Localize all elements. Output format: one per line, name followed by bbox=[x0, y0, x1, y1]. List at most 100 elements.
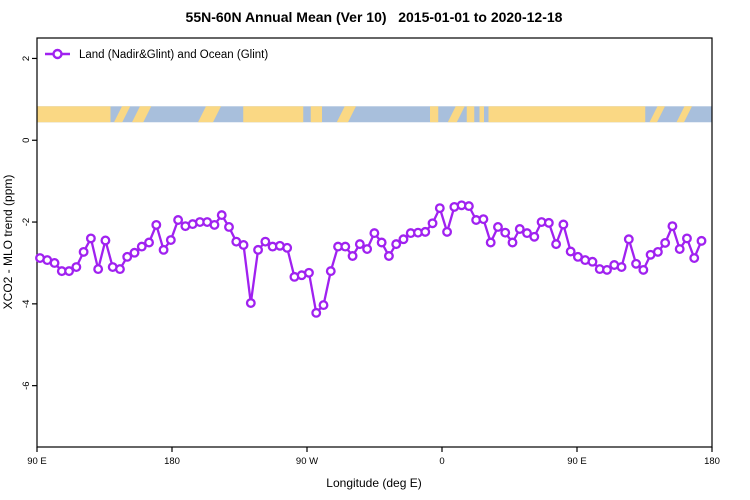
data-point bbox=[682, 233, 692, 244]
series-line bbox=[39, 204, 703, 314]
data-series bbox=[35, 200, 707, 318]
y-axis-title: XCO2 - MLO trend (ppm) bbox=[1, 175, 15, 310]
land-ocean-strip bbox=[37, 106, 712, 123]
data-point bbox=[354, 239, 365, 250]
data-point bbox=[652, 246, 663, 257]
y-axis: 2 0 -2 -4 -6 bbox=[21, 56, 37, 390]
data-point bbox=[318, 300, 329, 311]
data-point bbox=[667, 221, 678, 232]
y-tick-label: -2 bbox=[21, 218, 32, 226]
x-tick-label: 90 E bbox=[567, 456, 587, 467]
land-segment bbox=[466, 106, 475, 123]
data-point bbox=[340, 241, 351, 252]
data-point bbox=[427, 218, 438, 229]
data-point bbox=[434, 203, 445, 214]
data-point bbox=[253, 244, 264, 255]
land-segment bbox=[198, 106, 221, 123]
x-tick-label: 90 W bbox=[296, 456, 318, 467]
data-point bbox=[398, 234, 409, 245]
plot-border bbox=[36, 37, 713, 448]
chart-title: 55N-60N Annual Mean (Ver 10) 2015-01-01 … bbox=[186, 9, 563, 25]
data-point bbox=[282, 242, 293, 253]
y-tick-label: -6 bbox=[21, 381, 32, 389]
data-point bbox=[485, 237, 496, 248]
data-point bbox=[514, 224, 525, 234]
data-point bbox=[493, 222, 503, 232]
data-point bbox=[158, 244, 169, 255]
data-point bbox=[369, 228, 380, 239]
data-point bbox=[631, 258, 642, 269]
x-axis: 90 E 180 90 W 0 90 E 180 bbox=[27, 447, 720, 467]
x-tick-label: 90 E bbox=[27, 456, 47, 467]
data-point bbox=[602, 264, 612, 275]
land-segment bbox=[676, 106, 692, 123]
legend-label: Land (Nadir&Glint) and Ocean (Glint) bbox=[79, 49, 268, 61]
data-point bbox=[224, 222, 234, 232]
data-point bbox=[420, 226, 431, 237]
data-point bbox=[376, 237, 387, 248]
data-point bbox=[71, 262, 82, 272]
data-point bbox=[383, 251, 394, 261]
x-axis-title: Longitude (deg E) bbox=[326, 476, 421, 490]
data-point bbox=[238, 240, 249, 250]
data-point bbox=[136, 241, 147, 252]
data-point bbox=[165, 235, 176, 245]
land-segment bbox=[243, 106, 304, 123]
data-point bbox=[551, 239, 562, 250]
data-point bbox=[558, 219, 569, 230]
data-point bbox=[660, 237, 671, 248]
x-tick-label: 180 bbox=[704, 456, 720, 467]
data-point bbox=[49, 258, 60, 268]
data-point bbox=[529, 231, 540, 242]
land-segment bbox=[114, 106, 131, 123]
data-point bbox=[115, 264, 125, 275]
data-point bbox=[216, 210, 227, 221]
land-segment bbox=[37, 106, 111, 123]
data-point bbox=[623, 234, 634, 245]
land-segment bbox=[430, 106, 439, 123]
data-point bbox=[260, 236, 271, 247]
land-segment bbox=[310, 106, 322, 123]
y-tick-label: -4 bbox=[21, 300, 32, 308]
data-point bbox=[93, 264, 104, 275]
data-point bbox=[173, 215, 184, 225]
data-point bbox=[463, 201, 474, 212]
land-segment bbox=[336, 106, 356, 123]
data-point bbox=[587, 256, 598, 267]
data-point bbox=[522, 228, 532, 239]
data-point bbox=[325, 266, 336, 277]
data-point bbox=[696, 235, 707, 246]
x-tick-label: 180 bbox=[164, 456, 180, 467]
data-point bbox=[64, 266, 75, 277]
land-segment bbox=[479, 106, 484, 123]
data-point bbox=[565, 246, 576, 257]
data-point bbox=[638, 264, 649, 275]
y-tick-label: 2 bbox=[21, 56, 32, 61]
data-point bbox=[245, 298, 256, 308]
data-point bbox=[347, 251, 358, 261]
land-segment bbox=[488, 106, 646, 123]
data-point bbox=[478, 214, 489, 225]
y-tick-label: 0 bbox=[21, 138, 32, 143]
land-segment bbox=[649, 106, 665, 123]
data-point bbox=[85, 233, 96, 244]
data-point bbox=[151, 219, 162, 230]
data-point bbox=[616, 262, 627, 272]
x-tick-label: 0 bbox=[439, 456, 444, 467]
data-point bbox=[311, 307, 322, 318]
data-point bbox=[122, 251, 133, 262]
legend-marker-icon bbox=[52, 48, 63, 60]
data-point bbox=[391, 239, 402, 250]
data-point bbox=[78, 246, 89, 257]
land-segment bbox=[447, 106, 465, 123]
data-point bbox=[362, 244, 373, 254]
data-point bbox=[144, 237, 154, 248]
data-point bbox=[129, 247, 140, 258]
legend: Land (Nadir&Glint) and Ocean (Glint) bbox=[45, 48, 268, 61]
land-segment bbox=[132, 106, 152, 123]
data-point bbox=[304, 267, 314, 278]
data-point bbox=[507, 237, 518, 248]
data-point bbox=[100, 235, 111, 246]
